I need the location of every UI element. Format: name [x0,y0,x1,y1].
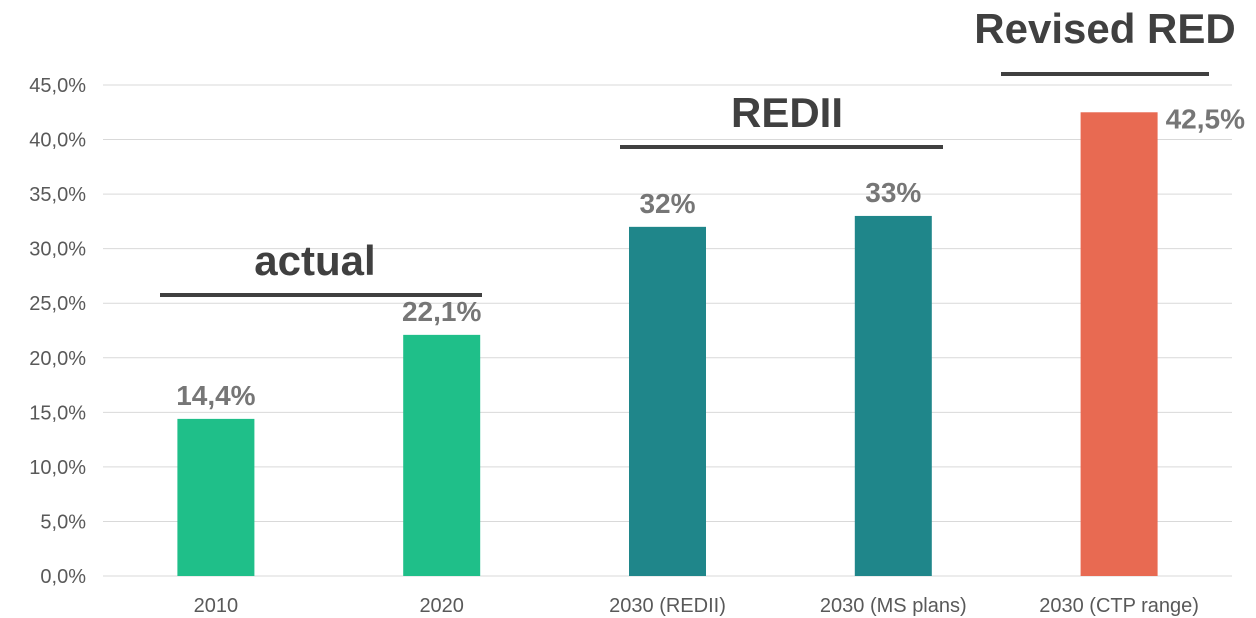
y-tick-label: 30,0% [29,239,86,261]
group-label-redii: REDII [731,89,843,136]
data-label: 42,5% [1166,103,1245,134]
y-tick-label: 35,0% [29,184,86,206]
bar [854,215,932,576]
bar [177,418,255,576]
x-axis-category-labels: 2010 2020 2030 (REDII) 2030 (MS plans) 2030 … [194,595,1199,617]
group-redii: REDII [620,89,943,149]
x-category-label: 2030 (MS plans) [820,595,967,617]
y-tick-label: 25,0% [29,293,86,315]
data-labels: 14,4% 22,1% 32% 33% 42,5% [176,103,1245,411]
y-tick-label: 10,0% [29,457,86,479]
y-tick-label: 45,0% [29,75,86,97]
x-category-label: 2030 (CTP range) [1039,595,1199,617]
x-category-label: 2010 [194,595,239,617]
group-label-revised-red: Revised RED [974,5,1235,52]
bar [1080,112,1158,577]
y-axis-tick-labels: 0,0% 5,0% 10,0% 15,0% 20,0% 25,0% 30,0% 35,0% 40… [29,75,86,588]
y-tick-label: 40,0% [29,130,86,152]
bar [629,226,706,576]
x-category-label: 2020 [419,595,464,617]
data-label: 33% [865,177,921,208]
x-category-label: 2030 (REDII) [609,595,726,617]
data-label: 22,1% [402,296,481,327]
bar [403,334,481,576]
y-tick-label: 0,0% [40,566,86,588]
bars [177,112,1158,577]
group-annotations: actual REDII Revised RED [160,5,1236,297]
group-label-actual: actual [254,237,375,284]
data-label: 32% [639,188,695,219]
group-revised-red: Revised RED [974,5,1236,76]
y-tick-label: 20,0% [29,348,86,370]
y-tick-label: 5,0% [40,511,86,533]
data-label: 14,4% [176,380,255,411]
y-tick-label: 15,0% [29,402,86,424]
group-actual: actual [160,237,482,297]
